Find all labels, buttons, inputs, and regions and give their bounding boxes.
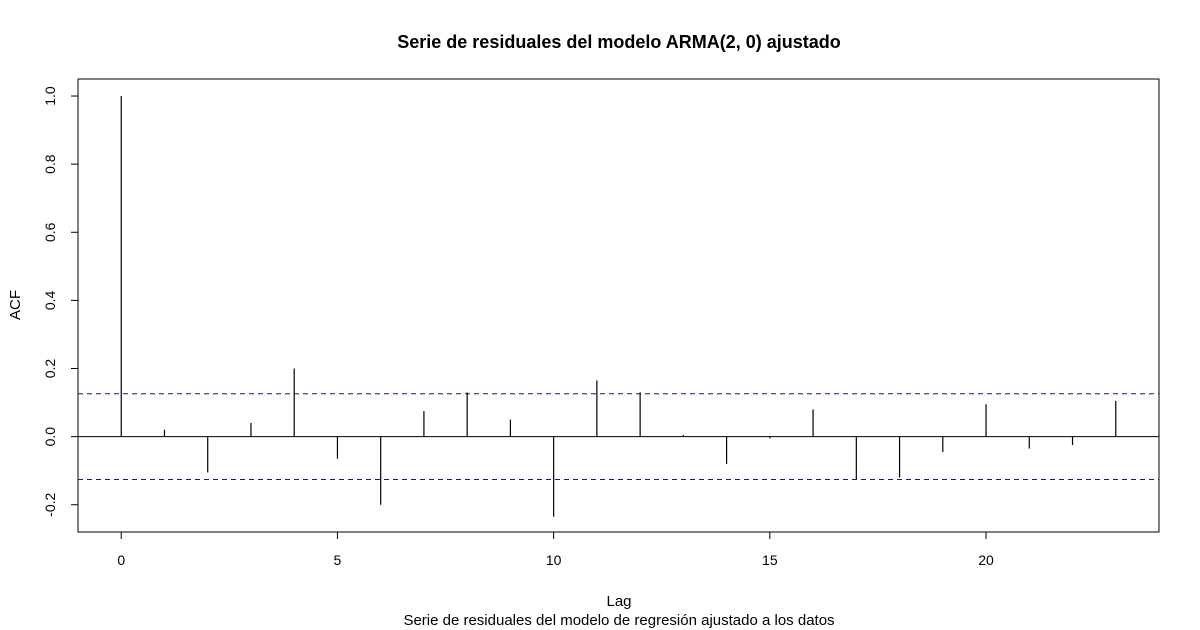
acf-bars: [120, 96, 1117, 517]
x-tick-label: 15: [762, 552, 778, 568]
y-tick-label: -0.2: [42, 492, 58, 516]
y-tick-label: 1.0: [42, 86, 58, 106]
y-axis-label: ACF: [7, 290, 24, 320]
x-tick-label: 20: [978, 552, 994, 568]
y-tick-label: 0.6: [42, 222, 58, 242]
x-axis: 0 5 10 15 20: [117, 531, 994, 568]
x-tick-label: 5: [334, 552, 342, 568]
chart-subtitle: Serie de residuales del modelo de regres…: [403, 612, 834, 629]
chart-title: Serie de residuales del modelo ARMA(2, 0…: [397, 32, 840, 52]
y-tick-label: 0.2: [42, 359, 58, 379]
y-tick-label: 0.4: [42, 290, 58, 310]
confidence-bounds: [78, 393, 1159, 481]
y-tick-label: 0.8: [42, 154, 58, 174]
x-tick-label: 0: [117, 552, 125, 568]
y-tick-label: 0.0: [42, 427, 58, 447]
x-tick-label: 10: [546, 552, 562, 568]
x-axis-label: Lag: [606, 593, 631, 610]
y-axis: -0.2 0.0 0.2 0.4 0.6 0.8 1.0: [42, 86, 79, 517]
plot-frame: [77, 78, 1160, 533]
